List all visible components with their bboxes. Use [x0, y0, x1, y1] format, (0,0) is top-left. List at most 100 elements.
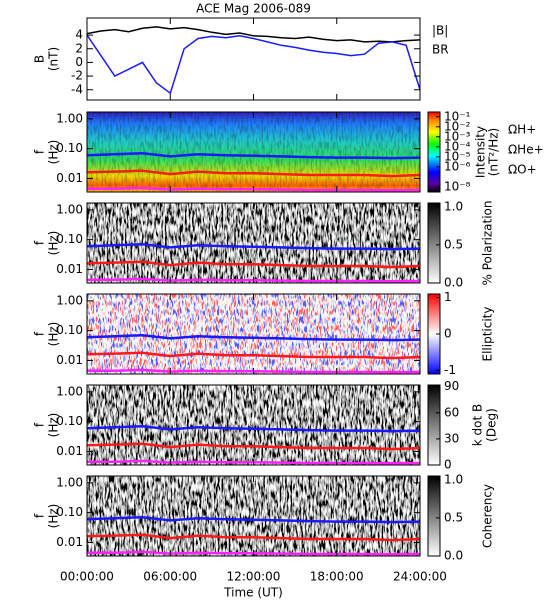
colorbar-label: (Deg): [485, 408, 499, 442]
legend-label: ΩH+: [508, 123, 536, 137]
colorbar: [427, 384, 441, 466]
y-tick-label: 1.00: [56, 111, 83, 125]
colorbar-tick-label: 90: [444, 379, 459, 393]
y-tick-label: 4: [75, 28, 83, 42]
x-tick-label: 00:00:00: [60, 570, 114, 584]
y-axis-label: (Hz): [47, 413, 61, 438]
y-tick-label: 0.01: [56, 535, 83, 549]
series-line: [87, 351, 420, 360]
x-tick-label: 06:00:00: [143, 570, 197, 584]
series-line: [87, 334, 420, 342]
colorbar-label: (nT²/Hz): [487, 128, 501, 176]
series-line: [87, 34, 420, 95]
y-tick-label: -2: [71, 69, 83, 83]
x-tick-label: 12:00:00: [227, 570, 281, 584]
colorbar-tick-label: 10⁻⁸: [444, 179, 471, 193]
colorbar-tick-label: 0: [444, 327, 452, 341]
y-axis-label: f: [33, 149, 47, 154]
colorbar-label: Ellipticity: [481, 307, 495, 362]
y-tick-label: 2: [75, 41, 83, 55]
y-axis-label: (Hz): [47, 322, 61, 347]
colorbar: [427, 202, 441, 284]
spectrogram-texture: [87, 112, 420, 192]
spectrogram-image: [87, 385, 420, 465]
y-tick-label: 0.01: [56, 262, 83, 276]
y-tick-label: 0.01: [56, 444, 83, 458]
legend-label: ΩHe+: [508, 143, 544, 157]
colorbar-tick-label: 10⁻²: [444, 119, 471, 133]
colorbar-tick-label: 10⁻⁶: [444, 159, 471, 173]
colorbar-tick-label: 1: [444, 290, 452, 304]
colorbar-tick-label: -1: [444, 363, 456, 377]
series-line: [87, 425, 420, 433]
colorbar-tick-label: 0.0: [444, 276, 463, 290]
spectrogram-image: [87, 203, 420, 283]
series-line: [87, 26, 420, 43]
y-axis-label: f: [33, 331, 47, 336]
series-line: [87, 152, 420, 160]
y-tick-label: 1.00: [56, 202, 83, 216]
series-line: [87, 243, 420, 251]
y-tick-label: 0.10: [56, 323, 83, 337]
spectrogram-image: [87, 294, 420, 374]
y-axis-label: B: [33, 55, 47, 63]
colorbar-tick-label: 10⁻³: [444, 129, 471, 143]
colorbar: [427, 111, 441, 193]
colorbar-tick-label: 10⁻⁴: [444, 139, 471, 153]
data-lines: [87, 26, 420, 95]
colorbar-tick-label: 1.0: [444, 472, 463, 486]
colorbar-tick-label: 0.0: [444, 549, 463, 563]
colorbar-label: % Polarization: [481, 201, 495, 286]
colorbar: [427, 475, 441, 557]
y-tick-label: 0.10: [56, 505, 83, 519]
colorbar-label: k dot B: [471, 404, 485, 446]
legend-label: ΩO+: [508, 163, 537, 177]
y-axis-label: (Hz): [47, 504, 61, 529]
colorbar-tick-label: 30: [444, 431, 459, 445]
series-line: [87, 260, 420, 269]
y-tick-label: 0.01: [56, 353, 83, 367]
y-tick-label: 0.10: [56, 414, 83, 428]
y-axis-label: (Hz): [47, 140, 61, 165]
series-line: [87, 516, 420, 524]
y-tick-label: 1.00: [56, 475, 83, 489]
x-tick-label: 18:00:00: [310, 570, 364, 584]
y-tick-label: 0: [75, 55, 83, 69]
colorbar-tick-label: 0.5: [444, 237, 463, 251]
colorbar-tick-label: 10⁻⁵: [444, 149, 471, 163]
y-tick-label: -4: [71, 82, 83, 96]
colorbar-tick-label: 0.5: [444, 510, 463, 524]
y-tick-label: 1.00: [56, 293, 83, 307]
y-tick-label: 1.00: [56, 384, 83, 398]
y-axis-label: f: [33, 513, 47, 518]
y-axis-label: (Hz): [47, 231, 61, 256]
colorbar-label: Coherency: [481, 484, 495, 548]
panel: 0.0 0.5 1.0 % Polarization 1.00 0.10 0.01 f (Hz): [33, 199, 495, 289]
y-tick-label: 0.10: [56, 232, 83, 246]
y-axis-label: f: [33, 422, 47, 427]
x-axis-label: Time (UT): [223, 586, 283, 600]
colorbar-tick-label: 0: [444, 458, 452, 472]
panel: 0.0 0.5 1.0 Coherency 1.00 0.10 0.01 f (Hz) 00:00…: [33, 472, 495, 599]
colorbar-label: Intensity: [474, 126, 488, 178]
x-tick-label: 24:00:00: [393, 570, 447, 584]
spectrogram-image: [87, 476, 420, 556]
legend-label: BR: [432, 43, 449, 57]
colorbar-tick-label: 10⁻¹: [444, 109, 471, 123]
colorbar-tick-label: 1.0: [444, 199, 463, 213]
series-line: [87, 169, 420, 178]
chart-title: ACE Mag 2006-089: [196, 2, 311, 16]
series-line: [87, 442, 420, 451]
y-axis-label: f: [33, 240, 47, 245]
series-line: [87, 533, 420, 542]
panel: -1 0 1 Ellipticity 1.00 0.10 0.01 f (Hz): [33, 290, 495, 377]
panel: 0 30 60 90 k dot B (Deg) 1.00 0.10 0.01 f (Hz): [33, 379, 499, 471]
colorbar-tick-label: 60: [444, 405, 459, 419]
y-tick-label: 0.01: [56, 171, 83, 185]
y-axis-label: (nT): [47, 47, 61, 71]
y-tick-label: 0.10: [56, 141, 83, 155]
legend-label: |B|: [432, 24, 448, 38]
